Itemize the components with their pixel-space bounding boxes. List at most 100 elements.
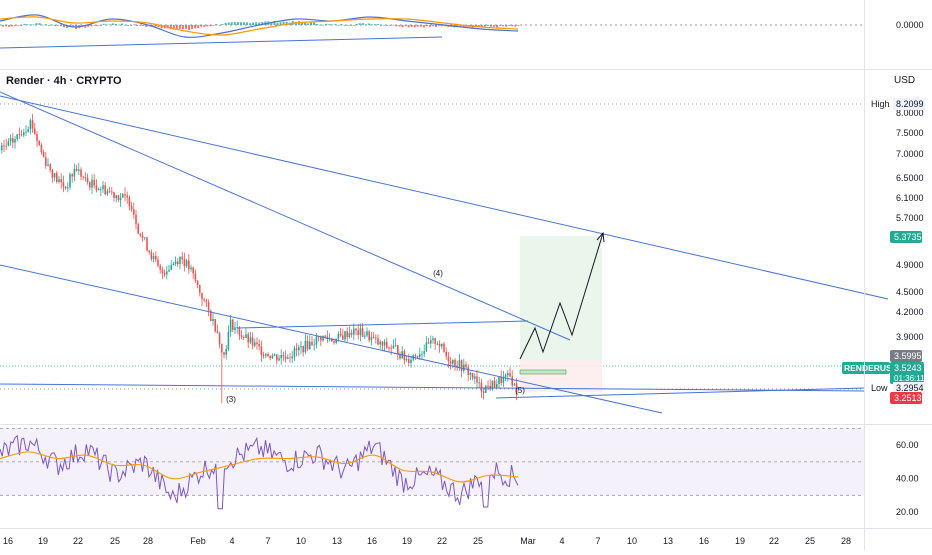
candle-body <box>432 338 434 341</box>
candle-body <box>295 348 298 351</box>
macd-histogram-bar <box>5 25 8 27</box>
macd-histogram-bar <box>368 23 370 25</box>
candle-body <box>342 335 344 340</box>
macd-histogram-bar <box>212 25 215 26</box>
candle-body <box>383 341 386 346</box>
time-tick-label: 7 <box>595 536 600 546</box>
macd-histogram-bar <box>493 25 496 27</box>
macd-histogram-bar <box>371 24 374 26</box>
candle-body <box>58 179 60 183</box>
candle-body <box>509 373 511 377</box>
candle-body <box>82 176 84 178</box>
macd-histogram-bar <box>517 25 520 26</box>
candle-body <box>106 190 109 195</box>
candle-body <box>150 252 153 259</box>
candle-body <box>243 336 245 338</box>
candle-body <box>212 319 214 322</box>
target-tag-bg <box>890 231 922 243</box>
projection-arrowhead <box>596 231 605 243</box>
candle-body <box>502 377 505 384</box>
price-tick-label: 4.5000 <box>896 287 924 297</box>
macd-histogram-bar <box>474 25 477 27</box>
time-tick-label: 19 <box>402 536 412 546</box>
candle-body <box>130 206 133 210</box>
candle-body <box>166 271 168 275</box>
candle-body <box>487 385 489 387</box>
macd-histogram-bar <box>322 24 325 26</box>
candle-body <box>405 359 408 361</box>
macd-histogram-bar <box>319 24 322 26</box>
time-tick-label: 16 <box>367 536 377 546</box>
candle-body <box>357 330 359 335</box>
macd-histogram-bar <box>255 22 258 25</box>
currency-label[interactable]: USD <box>894 75 916 86</box>
candle-body <box>240 335 243 337</box>
macd-histogram-bar <box>276 22 279 25</box>
candle-body <box>513 383 516 386</box>
macd-tick-label: 0.0000 <box>896 20 924 30</box>
candle-body <box>45 157 47 166</box>
symbol-title[interactable]: Render · 4h · CRYPTO <box>6 75 122 87</box>
candle-body <box>359 328 362 335</box>
macd-histogram-bar <box>246 22 248 25</box>
candle-body <box>102 185 104 190</box>
price-tick-label: 4.2000 <box>896 307 924 317</box>
candle-body <box>170 265 172 270</box>
macd-histogram-bar <box>102 23 105 25</box>
macd-histogram-bar <box>23 23 26 25</box>
macd-histogram-bar <box>499 25 502 26</box>
candle-body <box>210 310 212 322</box>
candle-body <box>346 331 348 338</box>
candle-body <box>201 292 203 300</box>
candle-body <box>337 333 340 339</box>
candle-body <box>355 328 357 331</box>
macd-histogram-bar <box>130 25 133 26</box>
loss-zone <box>520 360 602 392</box>
candle-body <box>218 333 221 345</box>
level-tag-value: 3.5995 <box>894 351 922 361</box>
candle-body <box>137 224 139 234</box>
macd-histogram-bar <box>136 25 139 26</box>
price-tick-label: 5.7000 <box>896 213 924 223</box>
candle-body <box>482 391 485 393</box>
candle-body <box>302 346 304 353</box>
macd-histogram-bar <box>386 25 389 26</box>
macd-histogram-bar <box>252 22 255 25</box>
time-tick-label: 4 <box>229 536 234 546</box>
candle-body <box>53 173 56 178</box>
high-tag-bg <box>893 98 925 110</box>
candle-body <box>300 346 302 348</box>
macd-histogram-bar <box>358 23 361 25</box>
candle-body <box>232 319 234 330</box>
candle-body <box>214 319 216 332</box>
candle-body <box>410 359 412 363</box>
candle-body <box>177 261 179 264</box>
candle-body <box>155 255 157 260</box>
candle-body <box>27 129 29 132</box>
macd-histogram-bar <box>331 24 334 26</box>
macd-histogram-bar <box>93 25 96 26</box>
candle-body <box>339 333 342 336</box>
macd-histogram-bar <box>364 24 367 26</box>
candle-body <box>47 164 49 166</box>
candle-body <box>271 355 274 359</box>
candle-body <box>511 376 513 386</box>
macd-histogram-bar <box>361 23 364 25</box>
candle-body <box>394 345 397 346</box>
macd-histogram-bar <box>120 23 123 25</box>
macd-histogram-bar <box>514 25 517 27</box>
profit-zone <box>520 236 602 360</box>
candle-body <box>460 360 463 371</box>
candle-body <box>304 340 307 353</box>
macd-histogram-bar <box>377 24 380 25</box>
candle-body <box>386 341 388 348</box>
candle-body <box>194 273 197 281</box>
macd-histogram-bar <box>63 25 65 28</box>
macd-histogram-bar <box>401 25 404 28</box>
macd-histogram-bar <box>316 23 319 25</box>
rsi-line <box>0 434 519 510</box>
candle-body <box>157 259 159 266</box>
candle-body <box>192 267 194 274</box>
macd-histogram-bar <box>105 24 108 26</box>
candle-body <box>507 373 509 376</box>
